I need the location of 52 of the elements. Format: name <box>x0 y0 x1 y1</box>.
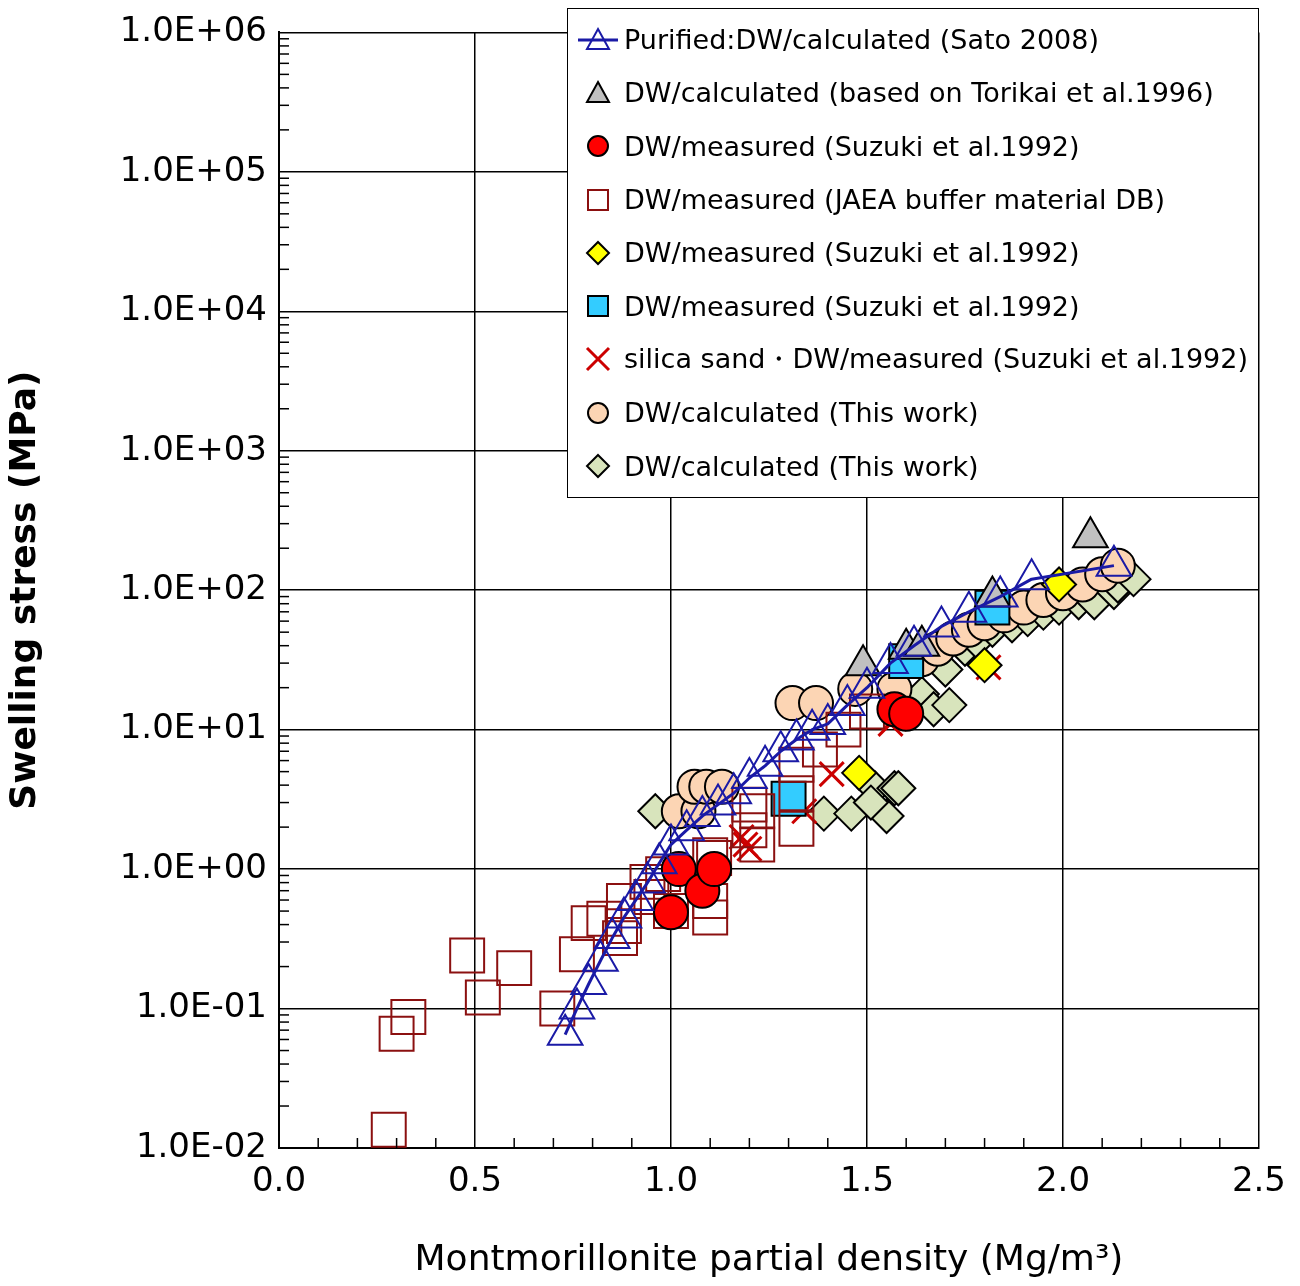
point <box>825 711 862 748</box>
y-tick-label: 1.0E+04 <box>119 288 267 329</box>
y-tick-label: 1.0E-01 <box>135 985 267 1026</box>
x-tick-label: 2.0 <box>1035 1159 1091 1200</box>
legend-label: DW/calculated (based on Torikai et al.1996) <box>624 77 1214 109</box>
y-tick-label: 1.0E+02 <box>119 567 267 608</box>
point <box>696 851 733 888</box>
x-tick-label: 1.5 <box>839 1159 895 1200</box>
point <box>931 687 968 724</box>
legend-label: DW/measured (Suzuki et al.1992) <box>624 237 1080 269</box>
point <box>496 950 533 987</box>
point <box>801 731 838 768</box>
point <box>852 784 889 821</box>
y-tick-label: 1.0E+03 <box>119 427 267 468</box>
y-axis-title: Swelling stress (MPa) <box>1 370 43 810</box>
point <box>605 883 642 920</box>
point <box>629 863 666 900</box>
x-tick-label: 2.5 <box>1231 1159 1286 1200</box>
point <box>464 979 501 1016</box>
point <box>739 826 776 863</box>
point <box>841 754 878 791</box>
point <box>778 775 815 812</box>
point <box>818 760 846 788</box>
point <box>370 1111 407 1148</box>
point <box>966 647 1003 684</box>
point <box>739 793 776 830</box>
point <box>558 936 595 973</box>
y-tick-label: 1.0E+06 <box>119 9 267 50</box>
x-tick-label: 0.5 <box>447 1159 503 1200</box>
point <box>539 990 576 1027</box>
point <box>586 900 623 937</box>
legend-label: DW/calculated (This work) <box>624 450 979 482</box>
legend-label: DW/measured (Suzuki et al.1992) <box>624 130 1080 162</box>
point <box>778 810 815 847</box>
legend-label: DW/measured (Suzuki et al.1992) <box>624 290 1080 322</box>
y-tick-label: 1.0E+00 <box>119 845 267 886</box>
legend-label: Purified:DW/calculated (Sato 2008) <box>624 24 1099 56</box>
point <box>378 1015 415 1052</box>
x-axis-title: Montmorillonite partial density (Mg/m³) <box>414 1236 1124 1278</box>
x-tick-label: 1.0 <box>643 1159 699 1200</box>
point <box>390 999 427 1035</box>
y-tick-label: 1.0E+05 <box>119 148 267 189</box>
point <box>570 905 607 942</box>
point <box>778 746 815 783</box>
point <box>449 937 486 974</box>
legend-label: DW/calculated (This work) <box>624 397 979 429</box>
y-tick-label: 1.0E+01 <box>119 706 267 747</box>
point <box>602 920 638 957</box>
point <box>731 812 768 849</box>
legend-label: silica sand・DW/measured (Suzuki et al.1992) <box>624 342 1248 377</box>
point <box>888 695 925 732</box>
legend-label: DW/measured (JAEA buffer material DB) <box>624 184 1165 216</box>
